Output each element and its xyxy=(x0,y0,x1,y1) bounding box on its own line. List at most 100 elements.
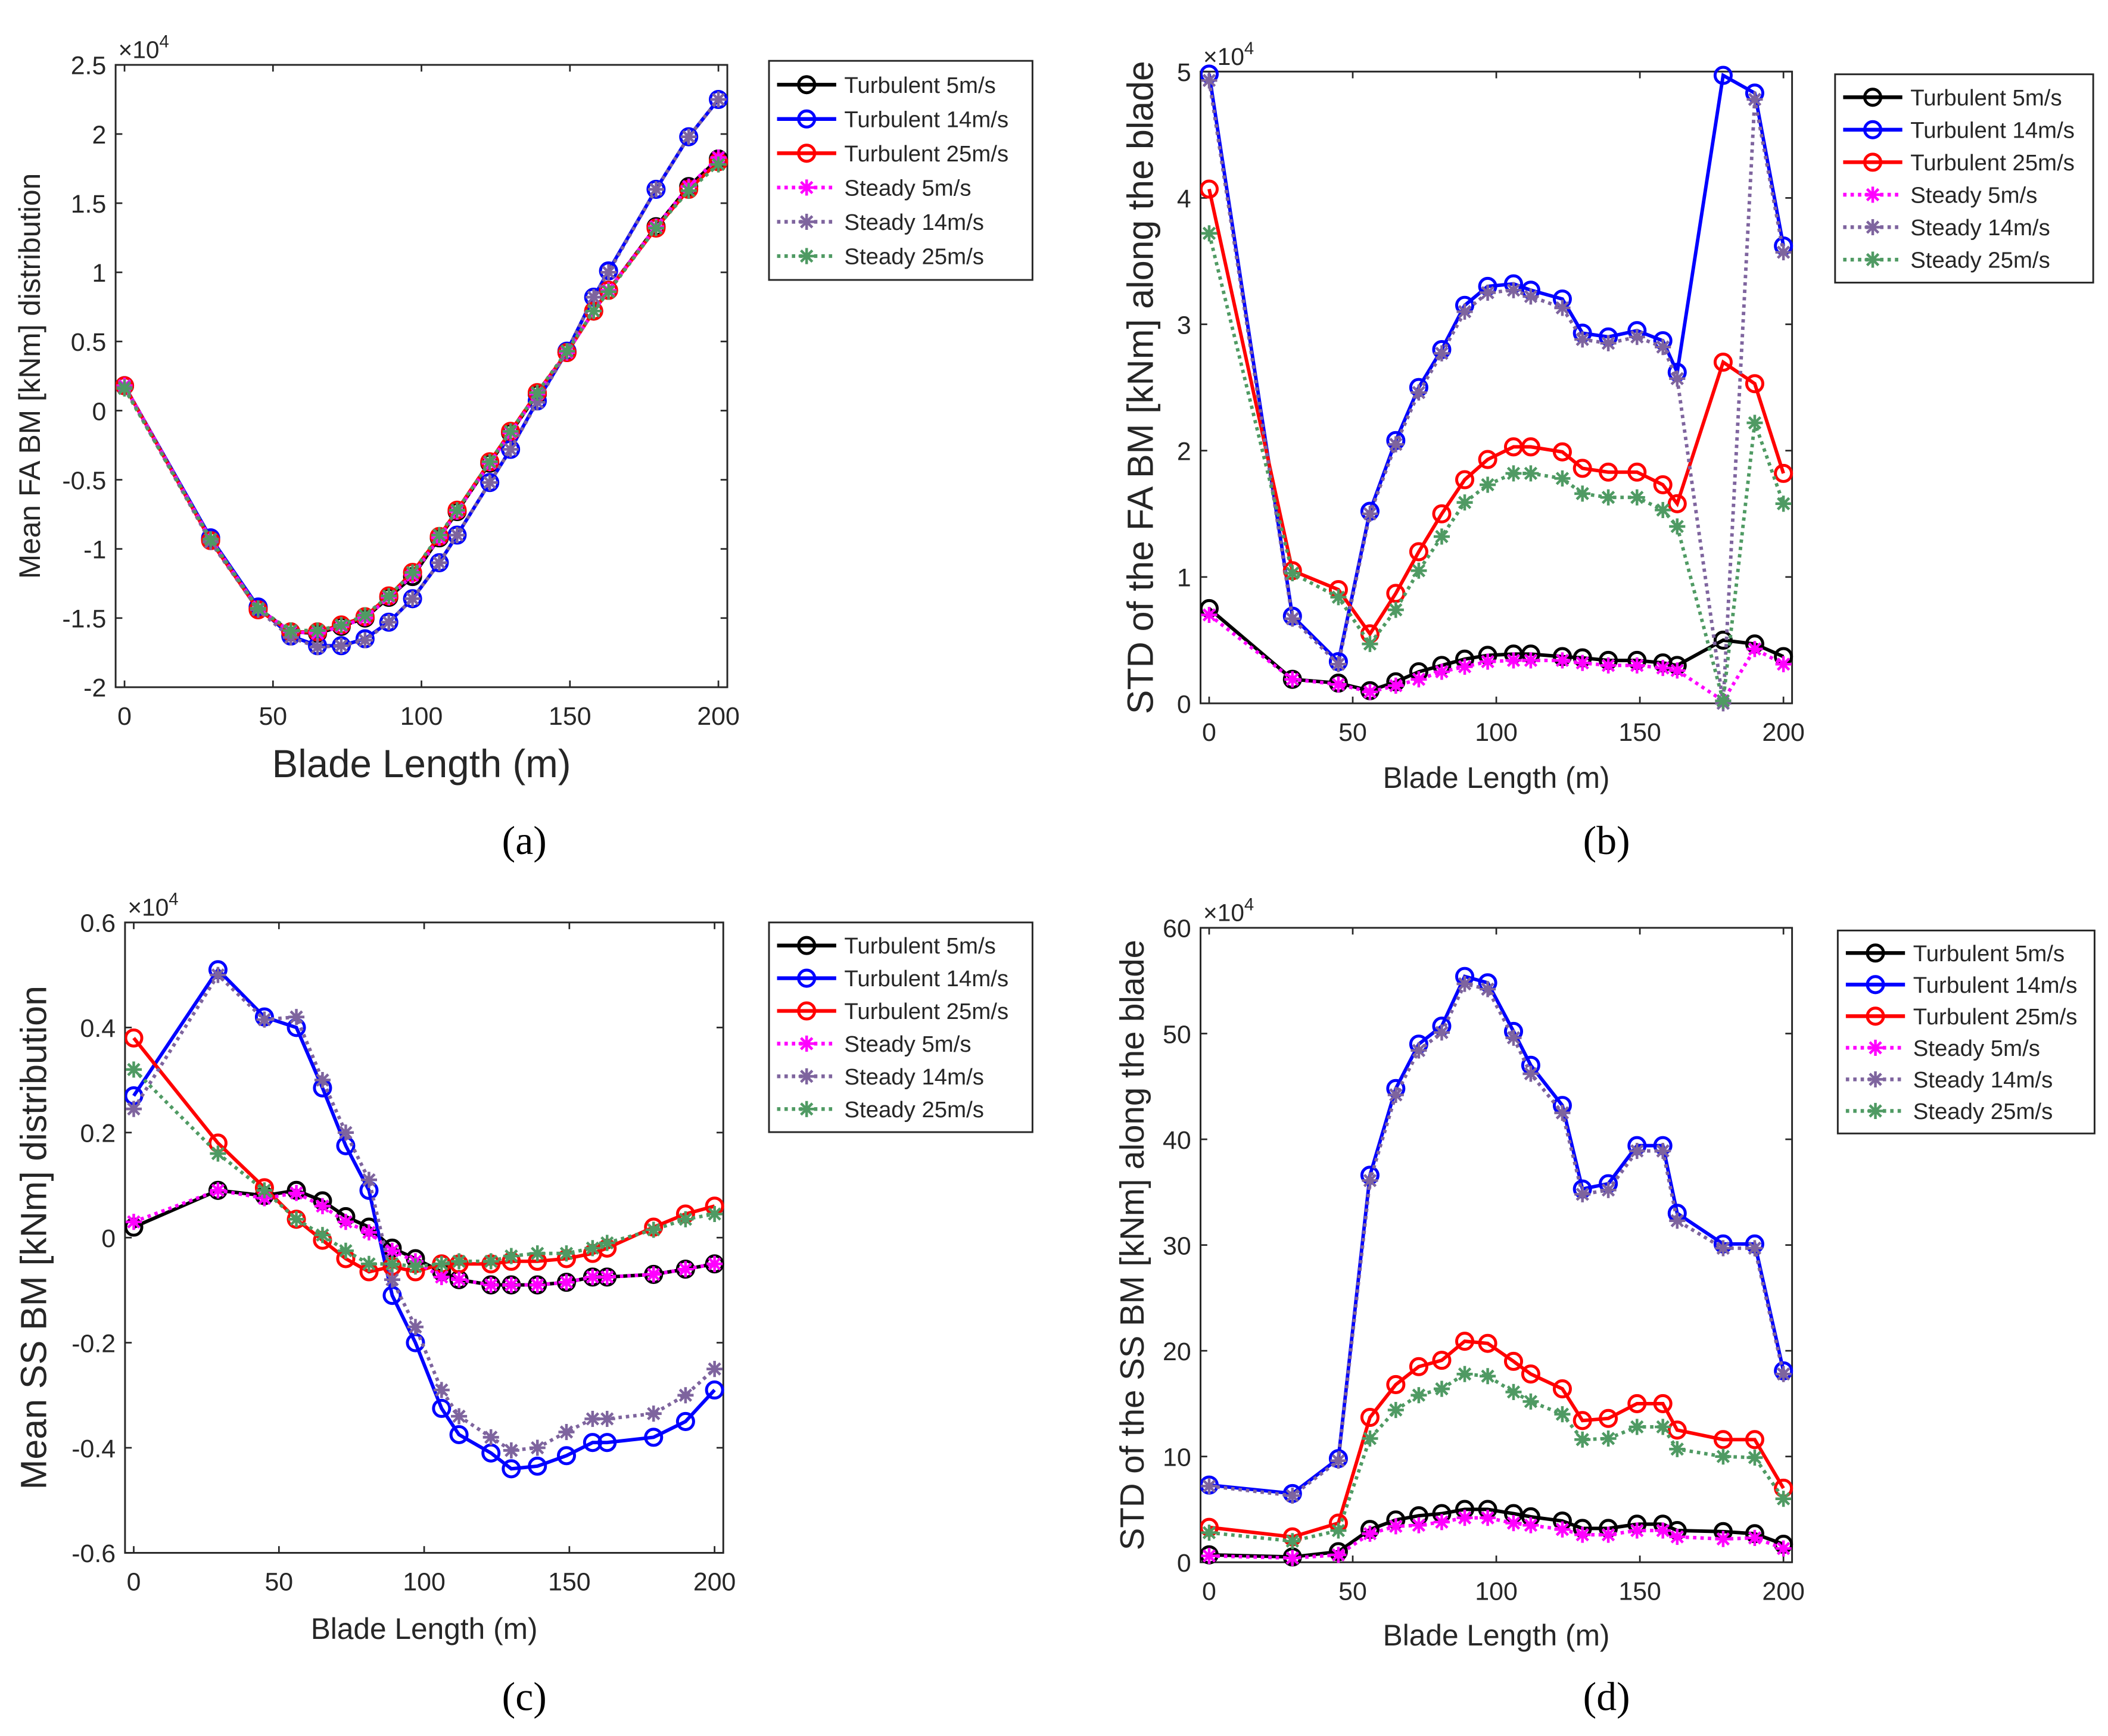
data-point xyxy=(1574,1431,1591,1448)
legend-marker xyxy=(1866,943,1885,963)
y-tick-label: 3 xyxy=(1177,311,1191,339)
data-point xyxy=(125,1101,142,1117)
data-point xyxy=(451,1253,468,1270)
legend-label: Steady 14m/s xyxy=(844,210,984,235)
chart-panel-d: 0 50 100 150 200 0 10 20 30 40 50 60 ×104 Blade Lengt… xyxy=(1113,895,2095,1719)
legend-label: Steady 14m/s xyxy=(1910,215,2050,241)
data-point xyxy=(1775,1491,1792,1507)
data-point xyxy=(1629,1419,1645,1435)
legend-item: Turbulent 5m/s xyxy=(777,73,996,98)
legend-marker xyxy=(797,968,817,988)
data-point xyxy=(586,289,602,306)
y-tick-label: 10 xyxy=(1163,1443,1191,1472)
data-point xyxy=(288,1009,305,1026)
y-tick-label: -0.4 xyxy=(71,1435,116,1463)
data-point xyxy=(1600,657,1617,674)
data-point xyxy=(481,474,498,491)
series-group xyxy=(124,960,724,1479)
data-point xyxy=(1554,1521,1571,1538)
legend-marker xyxy=(1864,251,1881,268)
x-tick-label: 100 xyxy=(403,1568,446,1597)
data-point xyxy=(1600,489,1617,506)
legend-marker xyxy=(1863,152,1883,172)
data-point xyxy=(710,91,727,108)
data-point xyxy=(1456,658,1473,675)
data-point xyxy=(1330,1522,1347,1539)
y-tick-label: 1.5 xyxy=(71,190,107,219)
data-point xyxy=(1330,676,1347,693)
data-point xyxy=(1456,303,1473,320)
data-point xyxy=(1362,635,1378,652)
data-point xyxy=(1554,1105,1571,1121)
x-tick-label: 150 xyxy=(1618,718,1661,747)
legend-label: Steady 5m/s xyxy=(1910,182,2037,208)
data-point xyxy=(1433,1514,1450,1531)
data-point xyxy=(1574,1526,1591,1543)
legend: Turbulent 5m/s Turbulent 14m/s Turbulent 2… xyxy=(1834,73,2094,284)
legend: Turbulent 5m/s Turbulent 14m/s Turbulent 2… xyxy=(1836,929,2095,1135)
legend-marker xyxy=(1867,1071,1884,1087)
exponent-base: ×10 xyxy=(127,894,169,921)
data-point xyxy=(482,1277,499,1294)
data-point xyxy=(309,639,326,656)
data-point xyxy=(1410,1042,1427,1059)
data-point xyxy=(407,1319,424,1335)
data-point xyxy=(1669,1529,1686,1545)
data-point xyxy=(1574,654,1591,671)
data-point xyxy=(1387,1086,1404,1104)
data-point xyxy=(675,1411,695,1431)
legend-marker xyxy=(1864,219,1881,236)
data-point xyxy=(1775,656,1792,672)
x-tick-label: 100 xyxy=(1475,718,1518,747)
data-point xyxy=(1432,1351,1452,1370)
legend-box xyxy=(1834,73,2094,284)
legend-label: Steady 14m/s xyxy=(1913,1067,2053,1093)
series-line-steady-14m-s xyxy=(1209,981,1785,1498)
x-tick-label: 200 xyxy=(1762,718,1805,747)
data-point xyxy=(1627,462,1647,482)
legend-item: Turbulent 5m/s xyxy=(777,933,996,959)
data-point xyxy=(1456,1366,1473,1382)
series-line-turbulent-14m-s xyxy=(132,967,716,1471)
data-point xyxy=(1480,284,1496,301)
data-point xyxy=(1655,1419,1671,1435)
data-point xyxy=(647,181,664,198)
data-point xyxy=(1456,494,1473,511)
x-tick-label: 50 xyxy=(264,1568,293,1597)
data-point xyxy=(256,1182,273,1199)
data-point xyxy=(210,1145,226,1162)
x-axis-label: Blade Length (m) xyxy=(1383,1619,1610,1652)
data-point xyxy=(432,1398,452,1418)
x-tick-label: 200 xyxy=(693,1568,736,1597)
legend-label: Turbulent 25m/s xyxy=(1910,150,2075,176)
data-point xyxy=(677,1387,694,1404)
data-point xyxy=(1775,495,1792,512)
data-point xyxy=(1746,641,1763,657)
data-point xyxy=(1746,1449,1763,1466)
legend-marker xyxy=(798,179,815,196)
series-line-steady-14m-s xyxy=(123,98,720,649)
y-tick-label: 0 xyxy=(1177,1549,1191,1578)
legend-item: Turbulent 14m/s xyxy=(1845,973,2077,998)
data-point xyxy=(357,632,373,649)
y-tick-label: 2.5 xyxy=(71,52,107,80)
legend-label: Turbulent 5m/s xyxy=(844,933,995,959)
data-point xyxy=(503,1248,519,1264)
data-point xyxy=(1409,542,1428,562)
y-tick-label: 1 xyxy=(92,259,106,288)
legend-item: Steady 5m/s xyxy=(777,1031,972,1057)
data-point xyxy=(1284,565,1301,582)
plot-area xyxy=(1200,927,1793,1563)
data-point xyxy=(584,1240,601,1257)
data-point xyxy=(645,1266,662,1283)
data-point xyxy=(584,1410,601,1428)
data-point xyxy=(1433,1024,1450,1041)
data-point xyxy=(1410,384,1427,401)
data-point xyxy=(1669,662,1686,679)
y-tick-label: 0 xyxy=(101,1224,116,1253)
legend-item: Turbulent 14m/s xyxy=(777,107,1008,132)
data-point xyxy=(1522,652,1539,669)
series-group xyxy=(116,89,728,656)
panel-caption: (d) xyxy=(1583,1675,1630,1719)
data-point xyxy=(680,129,697,145)
